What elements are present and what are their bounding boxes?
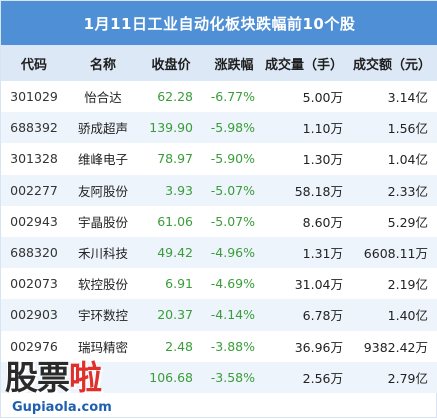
- cell-name: 瑞玛精密: [67, 330, 139, 362]
- col-header-code: 代码: [1, 45, 67, 81]
- cell-name: 骄成超声: [67, 112, 139, 144]
- cell-name: [67, 361, 139, 393]
- cell-change: -5.98%: [203, 112, 265, 144]
- data-table: 代码 名称 收盘价 涨跌幅 成交量（手） 成交额（元） 301029 怡合达 62.…: [1, 45, 437, 393]
- table-row: 002903 宇环数控 20.37 -4.14% 6.78万 1.40亿: [1, 299, 437, 331]
- cell-change: -3.58%: [203, 361, 265, 393]
- cell-change: -5.90%: [203, 143, 265, 175]
- cell-amount: 1.56亿: [353, 112, 437, 144]
- cell-code: 002277: [1, 174, 67, 206]
- logo-url: Gupiaola.com: [9, 400, 115, 415]
- col-header-amount: 成交额（元）: [353, 45, 437, 81]
- cell-volume: 58.18万: [265, 174, 353, 206]
- cell-code: 301029: [1, 81, 67, 113]
- cell-name: 宇环数控: [67, 299, 139, 331]
- cell-change: -3.88%: [203, 330, 265, 362]
- cell-code: 688320: [1, 236, 67, 269]
- table-row: 002976 瑞玛精密 2.48 -3.88% 36.96万 9382.42万: [1, 330, 437, 362]
- cell-code: 002943: [1, 205, 67, 237]
- cell-code: 002976: [1, 330, 67, 362]
- cell-amount: 5.29亿: [353, 205, 437, 237]
- cell-price: 20.37: [139, 299, 203, 331]
- col-header-volume: 成交量（手）: [265, 45, 353, 81]
- cell-price: 3.93: [139, 174, 203, 206]
- col-header-name: 名称: [67, 45, 139, 81]
- cell-amount: 1.40亿: [353, 299, 437, 331]
- cell-code: 002903: [1, 299, 67, 331]
- cell-price: 49.42: [139, 236, 203, 269]
- cell-change: -4.14%: [203, 299, 265, 331]
- cell-volume: 8.60万: [265, 205, 353, 237]
- cell-name: 维峰电子: [67, 143, 139, 175]
- cell-change: -4.96%: [203, 236, 265, 269]
- cell-price: 61.06: [139, 205, 203, 237]
- col-header-change: 涨跌幅: [203, 45, 265, 81]
- cell-amount: 9382.42万: [353, 330, 437, 362]
- cell-name: 友阿股份: [67, 174, 139, 206]
- table-row: 002277 友阿股份 3.93 -5.07% 58.18万 2.33亿: [1, 174, 437, 206]
- table-row: 688320 禾川科技 49.42 -4.96% 1.31万 6608.11万: [1, 236, 437, 269]
- cell-volume: 31.04万: [265, 268, 353, 300]
- cell-amount: 1.04亿: [353, 143, 437, 175]
- cell-volume: 2.56万: [265, 361, 353, 393]
- col-header-price: 收盘价: [139, 45, 203, 81]
- header-row: 代码 名称 收盘价 涨跌幅 成交量（手） 成交额（元）: [1, 45, 437, 81]
- cell-name: 软控股份: [67, 268, 139, 300]
- cell-volume: 1.10万: [265, 112, 353, 144]
- cell-price: 139.90: [139, 112, 203, 144]
- table-row: 002943 宇晶股份 61.06 -5.07% 8.60万 5.29亿: [1, 205, 437, 237]
- table-title: 1月11日工业自动化板块跌幅前10个股: [1, 1, 437, 45]
- table-row: 106.68 -3.58% 2.56万 2.79亿: [1, 361, 437, 393]
- cell-code: 688392: [1, 112, 67, 144]
- cell-price: 6.91: [139, 268, 203, 300]
- cell-change: -5.07%: [203, 205, 265, 237]
- cell-price: 62.28: [139, 81, 203, 113]
- cell-price: 106.68: [139, 361, 203, 393]
- cell-volume: 6.78万: [265, 299, 353, 331]
- cell-name: 禾川科技: [67, 236, 139, 269]
- cell-change: -4.69%: [203, 268, 265, 300]
- cell-change: -5.07%: [203, 174, 265, 206]
- cell-amount: 2.79亿: [353, 361, 437, 393]
- cell-change: -6.77%: [203, 81, 265, 113]
- cell-price: 2.48: [139, 330, 203, 362]
- cell-volume: 36.96万: [265, 330, 353, 362]
- cell-code: [1, 361, 67, 393]
- cell-volume: 5.00万: [265, 81, 353, 113]
- cell-code: 002073: [1, 268, 67, 300]
- cell-amount: 3.14亿: [353, 81, 437, 113]
- table-row: 301328 维峰电子 78.97 -5.90% 1.30万 1.04亿: [1, 143, 437, 175]
- cell-name: 怡合达: [67, 81, 139, 113]
- table-row: 688392 骄成超声 139.90 -5.98% 1.10万 1.56亿: [1, 112, 437, 144]
- cell-volume: 1.30万: [265, 143, 353, 175]
- cell-amount: 6608.11万: [353, 236, 437, 269]
- table-row: 301029 怡合达 62.28 -6.77% 5.00万 3.14亿: [1, 81, 437, 113]
- cell-amount: 2.19亿: [353, 268, 437, 300]
- cell-volume: 1.31万: [265, 236, 353, 269]
- cell-amount: 2.33亿: [353, 174, 437, 206]
- cell-price: 78.97: [139, 143, 203, 175]
- table-row: 002073 软控股份 6.91 -4.69% 31.04万 2.19亿: [1, 268, 437, 300]
- cell-name: 宇晶股份: [67, 205, 139, 237]
- cell-code: 301328: [1, 143, 67, 175]
